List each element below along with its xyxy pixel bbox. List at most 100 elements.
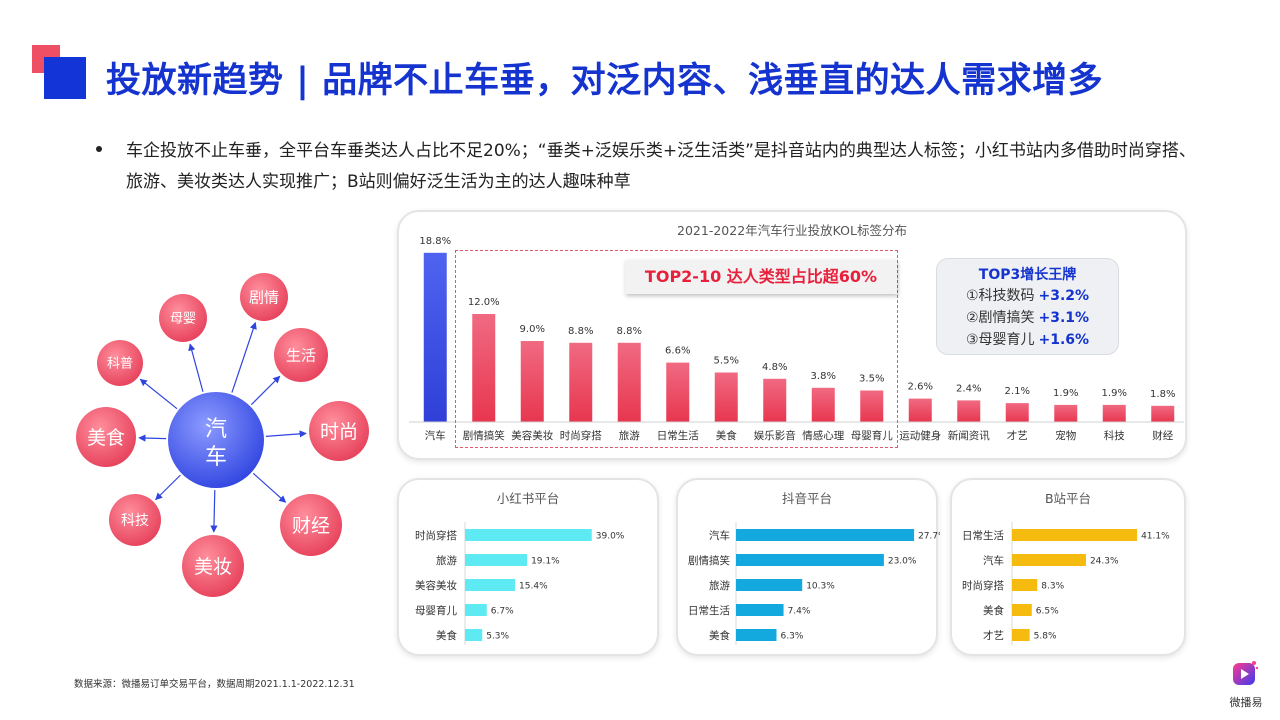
weiboyi-logo-text: 微播易 [1229,696,1263,709]
tick-label: 汽车 [425,429,446,442]
tick-label: 剧情搞笑 [463,429,505,442]
douyin-chart-title: 抖音平台 [781,491,832,506]
data-label: 2.4% [956,383,981,394]
category-bubble [309,401,369,461]
data-label: 2.6% [908,382,933,393]
bar [465,529,592,541]
connector-arrow [188,343,204,392]
main-chart-title: 2021-2022年汽车行业投放KOL标签分布 [677,223,907,238]
bar [714,372,738,422]
data-label: 6.5% [1036,607,1059,617]
connector-arrow [252,472,287,503]
kol-tag-bar-chart: 18.8% 汽车 12.0% 剧情搞笑 9.0% 美容美妆 8.8% 时尚穿搭 8.8% 旅游 6.… [409,236,1184,442]
data-label: 8.3% [1041,582,1064,592]
data-label: 8.8% [568,326,593,337]
data-label: 1.8% [1150,389,1175,400]
bar [908,398,932,422]
data-label: 23.0% [888,557,917,567]
category-bubble [76,407,136,467]
category-label: 母婴育儿 [415,604,457,617]
bar [736,604,784,616]
category-label: 旅游 [436,554,457,567]
bubble-label: 美食 [87,427,125,449]
category-label: 时尚穿搭 [962,579,1004,592]
center-label-line1: 汽 [205,417,227,442]
growth-item-label: ①科技数码 [965,288,1035,304]
category-label: 美食 [983,604,1004,617]
bar [465,554,528,566]
data-label: 8.8% [617,326,642,337]
tick-label: 情感心理 [802,429,844,442]
category-label: 日常生活 [962,529,1004,542]
bar [617,342,641,422]
data-label: 39.0% [596,532,625,542]
tick-label: 财经 [1152,429,1174,442]
connector-arrow [139,378,178,410]
category-label: 汽车 [709,529,730,542]
connector-arrow [265,430,307,438]
douyin-bar-chart: 汽车 27.7% 剧情搞笑 23.0% 旅游 10.3% 日常生活 7.4% 美食 6.3% [688,522,940,645]
category-bubble [274,328,328,382]
data-label: 4.8% [762,362,787,373]
data-label: 27.7% [918,532,940,542]
xiaohongshu-chart-title: 小红书平台 [496,491,560,506]
growth-item-value: +1.6% [1038,332,1090,348]
connector-arrow [210,489,218,533]
category-bubble [109,494,161,546]
title-deco-blue [44,57,86,99]
data-label: 10.3% [806,582,835,592]
data-label: 41.1% [1141,532,1170,542]
growth-title: TOP3增长王牌 [978,267,1077,283]
category-label: 剧情搞笑 [688,554,730,567]
bubble-label: 科技 [121,513,149,529]
top2-10-highlight-box [455,250,898,448]
bar [472,314,496,422]
category-label: 旅游 [709,579,730,592]
data-label: 15.4% [519,582,548,592]
tick-label: 宠物 [1055,429,1076,442]
bar [1005,403,1029,422]
growth-item: ③母婴育儿 +1.6% [937,329,1118,351]
tick-label: 时尚穿搭 [560,429,602,442]
bar [423,252,447,422]
category-label: 汽车 [983,554,1004,567]
data-label: 1.9% [1053,388,1078,399]
tick-label: 母婴育儿 [851,429,893,442]
tick-label: 新闻资讯 [948,429,990,442]
bar [465,604,487,616]
growth-item-label: ②剧情搞笑 [965,310,1035,326]
data-label: 6.3% [781,632,804,642]
center-bubble [168,392,264,488]
douyin-panel: 抖音平台 汽车 27.7% 剧情搞笑 23.0% 旅游 10.3% 日常生活 7.4% 美食 6.… [676,478,940,656]
bar [1151,405,1175,422]
data-label: 12.0% [468,297,500,308]
bubble-label: 科普 [107,357,133,372]
tick-label: 才艺 [1007,429,1028,442]
tick-label: 美食 [716,429,737,442]
data-label: 6.6% [665,346,690,357]
category-label: 才艺 [983,629,1004,642]
bar [1012,554,1086,566]
bar [736,629,777,641]
growth-item: ①科技数码 +3.2% [937,285,1118,307]
bar [763,378,787,422]
data-label: 5.3% [486,632,509,642]
bar [736,554,884,566]
bubble-label: 剧情 [249,288,279,306]
tick-label: 运动健身 [899,429,941,442]
data-label: 1.9% [1102,388,1127,399]
connector-arrow [250,375,281,406]
data-label: 18.8% [419,236,451,247]
bar [465,579,516,591]
bar [1102,404,1126,422]
bar [569,342,593,422]
data-label: 2.1% [1005,386,1030,397]
data-label: 24.3% [1090,557,1119,567]
tick-label: 科技 [1104,429,1126,442]
category-bubble [182,535,244,597]
connector-arrow [155,474,181,501]
growth-item-label: ③母婴育儿 [965,332,1035,348]
category-label: 美食 [709,629,730,642]
growth-item: ②剧情搞笑 +3.1% [937,307,1118,329]
kol-tag-distribution-panel: 2021-2022年汽车行业投放KOL标签分布 18.8% 汽车 12.0% 剧情搞笑… [397,210,1187,460]
